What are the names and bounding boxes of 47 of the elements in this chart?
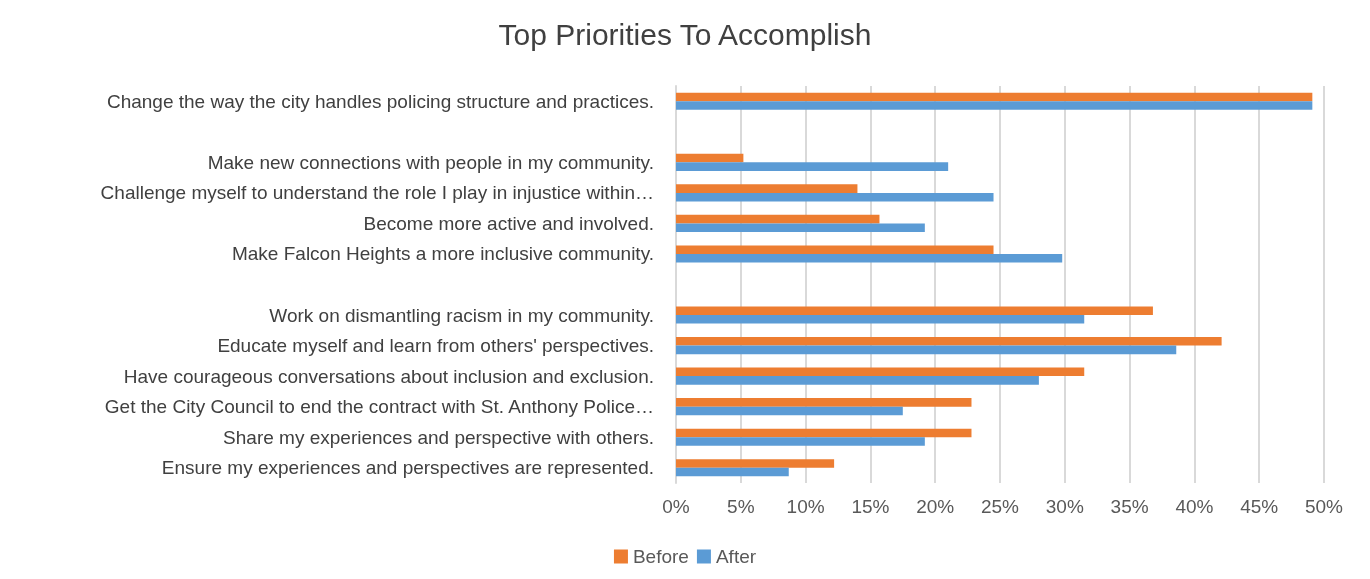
x-tick-label: 40% xyxy=(1175,496,1214,517)
bar xyxy=(676,459,835,468)
y-tick-label: Get the City Council to end the contract with St. Anthony Police… xyxy=(104,396,654,418)
x-tick-label: 30% xyxy=(1045,496,1084,517)
bar xyxy=(676,184,858,193)
legend-label: Before xyxy=(632,546,689,567)
chart-title: Top Priorities To Accomplish xyxy=(498,17,872,51)
bar xyxy=(676,253,1063,263)
bar xyxy=(676,245,994,254)
bar xyxy=(676,153,744,163)
y-tick-label: Ensure my experiences and perspectives are represented. xyxy=(161,457,654,479)
y-tick-label: Become more active and involved. xyxy=(363,212,654,234)
x-tick-label: 10% xyxy=(786,496,825,517)
bar xyxy=(676,306,1153,316)
y-tick-label: Educate myself and learn from others' perspectives. xyxy=(217,335,654,357)
x-tick-label: 15% xyxy=(851,496,890,517)
x-tick-label: 45% xyxy=(1240,496,1279,517)
bar xyxy=(676,223,925,232)
x-tick-label: 25% xyxy=(980,496,1020,517)
x-tick-label: 0% xyxy=(662,496,690,517)
y-tick-label: Make Falcon Heights a more inclusive community. xyxy=(231,243,654,265)
bar xyxy=(676,192,994,202)
legend-label: After xyxy=(715,546,757,567)
x-tick-label: 20% xyxy=(916,496,955,517)
bar xyxy=(676,315,1085,324)
bar xyxy=(676,398,972,407)
y-tick-label: Challenge myself to understand the role I play in injustice within… xyxy=(100,182,654,204)
bar xyxy=(676,376,1039,385)
y-tick-label: Change the way the city handles policing structure and practices. xyxy=(106,90,654,112)
y-tick-label: Share my experiences and perspective with others. xyxy=(223,426,654,448)
y-tick-label: Have courageous conversations about inclusion and exclusion. xyxy=(123,365,654,387)
y-tick-label: Work on dismantling racism in my community. xyxy=(269,304,654,326)
x-tick-label: 35% xyxy=(1110,496,1149,517)
bar xyxy=(676,406,903,416)
bar xyxy=(676,214,880,224)
bar xyxy=(676,92,1313,102)
bar xyxy=(676,162,949,171)
bar xyxy=(676,101,1313,110)
y-tick-label: Make new connections with people in my community. xyxy=(207,151,654,173)
bar xyxy=(676,367,1085,377)
x-tick-label: 5% xyxy=(727,496,755,517)
bar xyxy=(676,345,1177,355)
bar xyxy=(676,428,972,438)
bar xyxy=(676,337,1222,346)
x-tick-label: 50% xyxy=(1304,496,1344,517)
bar xyxy=(676,467,789,477)
bar xyxy=(676,437,925,446)
